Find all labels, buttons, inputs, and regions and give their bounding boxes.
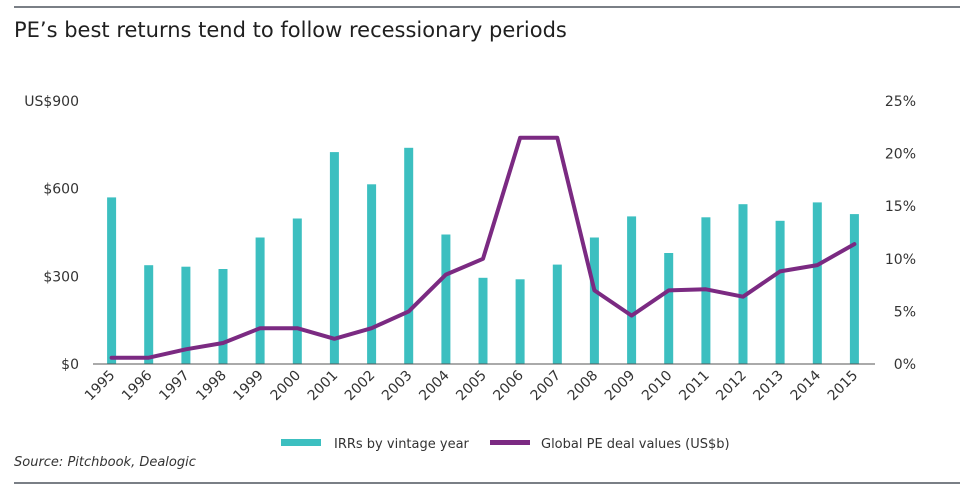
bar-2008 [589, 237, 599, 364]
line-point-1996 [148, 357, 150, 359]
bar-1998 [218, 269, 228, 364]
right-tick-label: 20% [885, 147, 916, 163]
chart-title: PE’s best returns tend to follow recessi… [14, 18, 567, 42]
x-tick-label: 2004 [416, 367, 453, 404]
x-tick-label: 2003 [379, 368, 416, 405]
bar-2005 [478, 277, 488, 364]
bar-2015 [849, 214, 859, 364]
bar-2013 [775, 220, 785, 364]
line-point-1999 [259, 327, 261, 329]
line-series [109, 135, 857, 360]
line-point-2006 [519, 137, 521, 139]
x-tick-label: 1997 [156, 368, 193, 405]
x-tick-label: 2014 [788, 367, 825, 404]
x-tick-label: 2002 [342, 368, 379, 405]
line-point-1998 [222, 342, 224, 344]
x-tick-label: 2006 [490, 367, 527, 404]
left-tick-label: US$900 [24, 94, 79, 110]
line-point-2015 [853, 243, 855, 245]
legend-label-line: Global PE deal values (US$b) [541, 437, 730, 452]
line-point-2012 [742, 296, 744, 298]
bar-2002 [367, 184, 377, 364]
right-axis-ticks: 0% 5% 10% 15% 20% 25% [885, 94, 916, 373]
bar-2003 [404, 147, 414, 364]
x-tick-label: 2008 [565, 368, 602, 405]
x-tick-label: 2013 [750, 368, 787, 405]
right-tick-label: 10% [885, 252, 916, 268]
top-rule [14, 6, 960, 8]
x-tick-label: 1998 [193, 368, 230, 405]
legend-label-bars: IRRs by vintage year [334, 437, 470, 452]
x-tick-label: 2007 [528, 368, 565, 405]
left-axis-ticks: $0 $300 $600 US$900 [24, 94, 79, 373]
x-tick-label: 2010 [639, 368, 676, 405]
line-point-2002 [371, 327, 373, 329]
x-tick-label: 1996 [119, 367, 156, 404]
bar-2006 [515, 279, 525, 364]
x-tick-label: 1995 [82, 368, 119, 405]
x-tick-label: 2012 [713, 368, 750, 405]
line-point-1995 [111, 357, 113, 359]
line-point-2010 [668, 289, 670, 291]
bar-1997 [181, 266, 191, 364]
line-point-2009 [631, 315, 633, 317]
line-point-2001 [333, 338, 335, 340]
left-tick-label: $300 [43, 269, 79, 285]
bar-2010 [664, 253, 674, 364]
x-tick-label: 2005 [453, 368, 490, 405]
line-point-2007 [556, 137, 558, 139]
bar-2001 [329, 152, 339, 364]
left-tick-label: $600 [43, 182, 79, 198]
bar-1996 [144, 265, 154, 364]
line-point-2011 [705, 288, 707, 290]
bar-2007 [552, 264, 562, 364]
bar-1999 [255, 237, 265, 364]
left-tick-label: $0 [61, 357, 79, 373]
right-tick-label: 0% [894, 357, 916, 373]
line-point-2008 [593, 289, 595, 291]
line-point-2003 [408, 310, 410, 312]
line-point-2005 [482, 258, 484, 260]
bottom-rule [14, 482, 960, 484]
x-tick-label: 2001 [305, 368, 342, 405]
line-point-2014 [816, 264, 818, 266]
legend: IRRs by vintage year Global PE deal valu… [281, 437, 730, 452]
x-tick-label: 2000 [268, 368, 305, 405]
source-note: Source: Pitchbook, Dealogic [14, 455, 196, 470]
right-tick-label: 5% [894, 304, 916, 320]
right-tick-label: 15% [885, 199, 916, 215]
bar-1995 [107, 197, 117, 364]
line-point-1997 [185, 348, 187, 350]
bar-2009 [627, 216, 637, 364]
bar-2004 [441, 234, 451, 364]
x-tick-label: 2015 [825, 368, 862, 405]
x-tick-label: 2009 [602, 368, 639, 405]
x-tick-label: 1999 [230, 368, 267, 405]
x-axis-ticks: 1995 1996 1997 1998 1999 2000 2001 2002 2003 2004… [82, 367, 861, 404]
right-tick-label: 25% [885, 94, 916, 110]
bar-2012 [738, 204, 748, 364]
line-point-2000 [296, 327, 298, 329]
line-point-2013 [779, 270, 781, 272]
x-tick-label: 2011 [676, 368, 713, 405]
bar-2014 [812, 202, 822, 364]
legend-swatch-bars [281, 439, 321, 446]
line-point-2004 [445, 274, 447, 276]
bar-2000 [292, 218, 302, 364]
